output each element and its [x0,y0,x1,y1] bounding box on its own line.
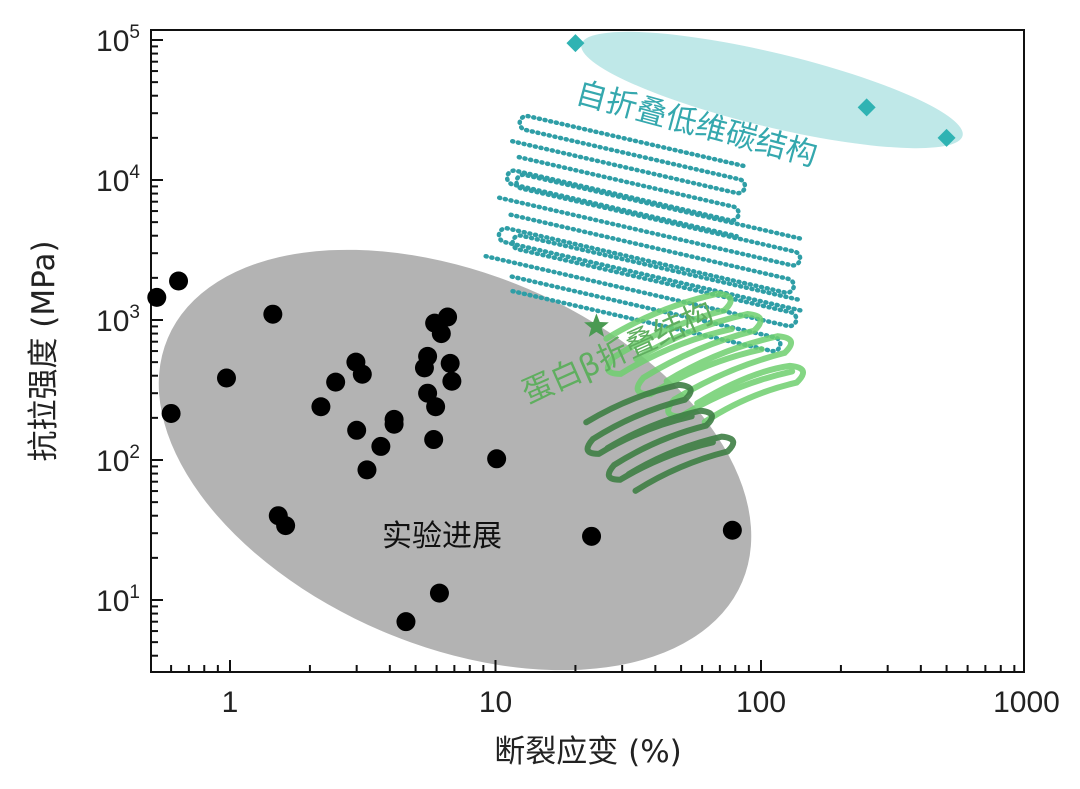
data-marks [147,34,956,632]
data-point [429,583,449,603]
folded-chain-2 [496,172,805,313]
data-point [384,414,404,434]
data-point [424,430,444,450]
experimental-progress-region [158,249,752,671]
carbon-structure-region [581,31,963,149]
data-point [440,353,460,373]
data-point-diamond [566,34,585,53]
data-point-star [584,313,609,337]
data-point [216,368,236,388]
folded-chain-1 [504,113,750,239]
y-tick-label: 101 [96,582,140,618]
y-tick-label: 105 [96,22,140,58]
data-point [426,397,446,417]
x-tick-label: 1000 [993,686,1060,719]
data-point [326,372,346,392]
data-point [169,271,189,291]
data-point [357,460,377,480]
data-point [371,436,391,456]
axis-ticks: 1 10 100 1000 101 102 103 104 105 [96,22,1060,719]
data-point [347,420,367,440]
x-tick-label: 1 [222,686,239,719]
data-point [431,324,451,344]
y-axis-title: 抗拉强度 (MPa) [26,240,62,461]
regions [158,31,963,671]
x-tick-label: 100 [736,686,786,719]
data-point [418,346,438,366]
protein-beta-sheet-illustration [583,290,806,494]
data-point [311,397,331,417]
data-point-diamond [937,128,956,147]
y-tick-label: 104 [96,162,140,198]
data-point [263,304,283,324]
data-point [161,403,181,423]
data-point [722,520,742,540]
carbon-structure-illustration [483,113,805,354]
x-tick-label: 10 [479,686,512,719]
data-point [147,287,167,307]
data-point [396,612,416,632]
beta-sheet-dark [583,381,737,494]
beta-sheet-light [603,290,806,425]
data-point [438,307,458,327]
y-tick-label: 103 [96,302,140,338]
data-point [352,364,372,384]
experimental-progress-label: 实验进展 [382,519,502,554]
y-tick-label: 102 [96,442,140,478]
data-point [582,526,602,546]
data-point [276,516,296,536]
x-axis-title: 断裂应变 (%) [494,734,682,770]
data-point [442,371,462,391]
data-point [487,449,507,469]
data-point-diamond [857,98,876,117]
